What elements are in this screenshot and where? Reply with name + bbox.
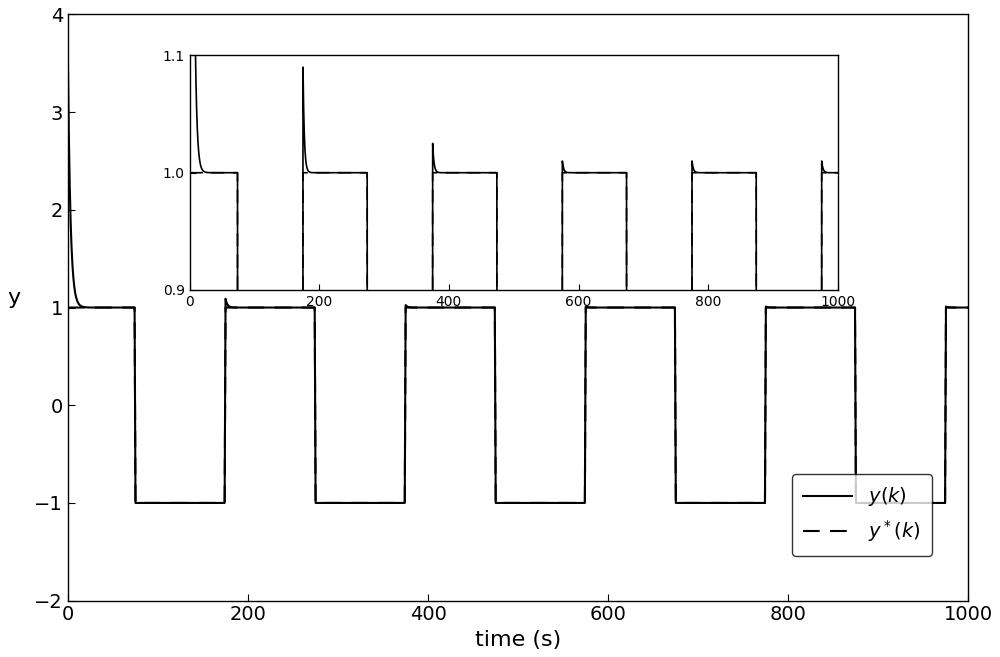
$y(k)$: [859, 499, 871, 507]
$y(k)$: [246, 304, 258, 311]
Line: $y^*(k)$: $y^*(k)$: [68, 307, 968, 503]
$y^*(k)$: [962, 304, 974, 311]
$y(k)$: [919, 499, 931, 507]
$y(k)$: [962, 304, 974, 311]
Legend: $y(k)$, $y^*(k)$: $y(k)$, $y^*(k)$: [792, 474, 932, 556]
$y^*(k)$: [764, 304, 776, 311]
$y(k)$: [62, 59, 74, 67]
$y(k)$: [129, 499, 141, 507]
X-axis label: time (s): time (s): [475, 630, 561, 650]
Line: $y(k)$: $y(k)$: [68, 63, 968, 503]
$y^*(k)$: [129, 499, 141, 507]
$y^*(k)$: [246, 304, 258, 311]
Y-axis label: y: y: [7, 288, 20, 307]
$y(k)$: [117, 304, 129, 311]
$y^*(k)$: [62, 304, 74, 311]
$y(k)$: [798, 304, 810, 311]
$y(k)$: [764, 304, 776, 311]
$y^*(k)$: [859, 499, 871, 507]
$y^*(k)$: [798, 304, 810, 311]
$y^*(k)$: [117, 304, 129, 311]
$y^*(k)$: [919, 499, 931, 507]
